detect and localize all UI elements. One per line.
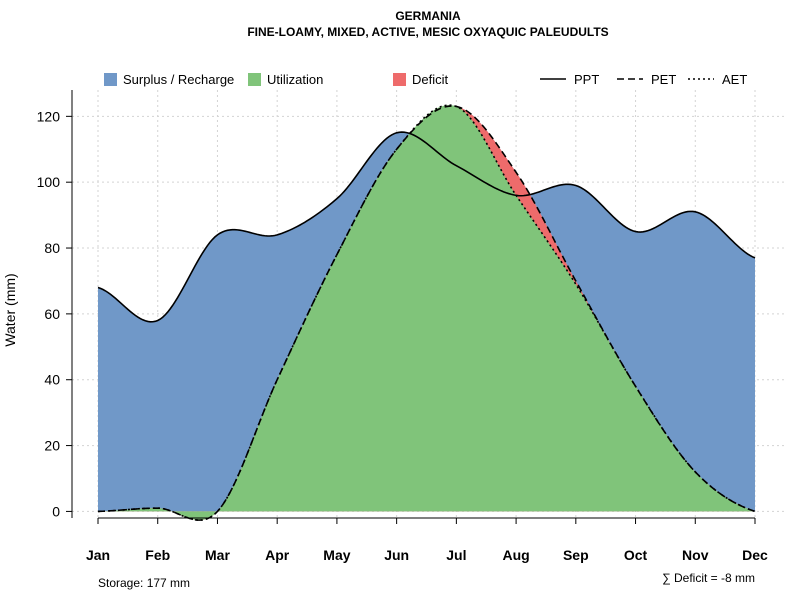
area-fills — [98, 105, 755, 521]
x-tick-label-nov: Nov — [682, 547, 709, 563]
series-lines — [97, 104, 756, 521]
x-tick-label-sep: Sep — [563, 547, 589, 563]
chart-title: GERMANIA — [395, 9, 461, 23]
legend-label-fill: Surplus / Recharge — [123, 72, 234, 87]
x-tick-label-aug: Aug — [502, 547, 529, 563]
legend-swatch-2 — [393, 73, 406, 86]
x-tick-label-jun: Jun — [384, 547, 409, 563]
pet-line — [97, 105, 756, 521]
y-tick-label: 100 — [37, 174, 61, 190]
x-tick-label-dec: Dec — [742, 547, 768, 563]
y-tick-label: 80 — [44, 240, 60, 256]
y-tick-label: 20 — [44, 438, 60, 454]
legend: Surplus / Recharge Utilization Deficit PPT P… — [104, 72, 747, 87]
y-tick-label: 120 — [37, 108, 61, 124]
x-tick-label-oct: Oct — [624, 547, 648, 563]
ppt-line — [97, 131, 756, 323]
legend-swatch-0 — [104, 73, 117, 86]
y-tick-label: 60 — [44, 306, 60, 322]
legend-label-fill: Deficit — [412, 72, 449, 87]
x-tick-label-feb: Feb — [145, 547, 170, 563]
x-tick-label-may: May — [323, 547, 350, 563]
deficit-total-label: ∑ Deficit = -8 mm — [662, 571, 755, 585]
legend-label-ppt: PPT — [574, 72, 599, 87]
legend-label-pet: PET — [651, 72, 676, 87]
storage-label: Storage: 177 mm — [98, 576, 190, 590]
legend-swatch-1 — [248, 73, 261, 86]
utilization-area — [98, 105, 755, 521]
axes: 0 20 40 60 80 100 120 Jan Feb Mar Apr May Jun Jul Aug S… — [37, 90, 768, 563]
x-tick-label-jan: Jan — [86, 547, 110, 563]
legend-label-fill: Utilization — [267, 72, 323, 87]
y-axis-label: Water (mm) — [2, 273, 18, 346]
x-tick-label-apr: Apr — [265, 547, 290, 563]
legend-label-aet: AET — [722, 72, 747, 87]
y-tick-label: 0 — [52, 503, 60, 519]
x-tick-label-mar: Mar — [205, 547, 230, 563]
chart-subtitle: FINE-LOAMY, MIXED, ACTIVE, MESIC OXYAQUI… — [247, 25, 608, 39]
y-tick-label: 40 — [44, 372, 60, 388]
x-tick-label-jul: Jul — [446, 547, 466, 563]
